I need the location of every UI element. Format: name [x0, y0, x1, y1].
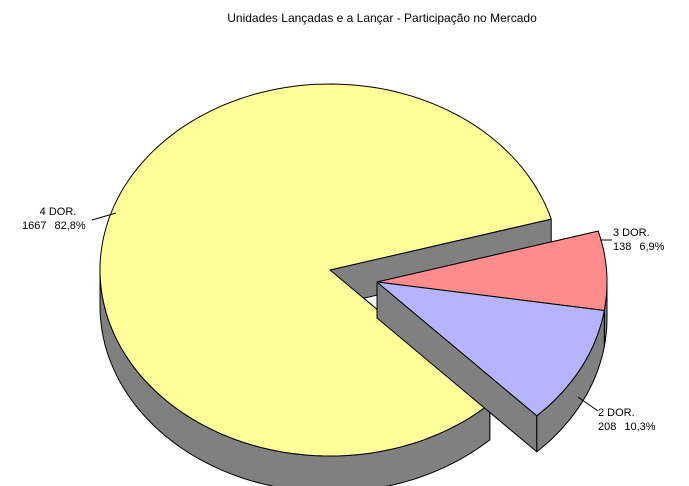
slice-top	[376, 281, 605, 417]
slice	[376, 281, 605, 453]
value-label: 208 10,3%	[598, 421, 656, 433]
value: 1667	[22, 220, 46, 232]
category-label: 3 DOR.	[613, 227, 650, 239]
category-label: 2 DOR.	[598, 407, 635, 419]
value-label: 1667 82,8%	[22, 220, 86, 232]
percent: 6,9%	[639, 241, 664, 253]
category-label: 4 DOR.	[40, 206, 77, 218]
slice-top	[376, 230, 608, 311]
value: 138	[613, 241, 631, 253]
percent: 10,3%	[624, 421, 655, 433]
value: 208	[598, 421, 616, 433]
leader-line	[577, 396, 599, 412]
percent: 82,8%	[54, 220, 85, 232]
leader-line	[91, 212, 117, 221]
value-label: 138 6,9%	[613, 241, 665, 253]
chart-title: Unidades Lançadas e a Lançar - Participa…	[227, 11, 537, 25]
